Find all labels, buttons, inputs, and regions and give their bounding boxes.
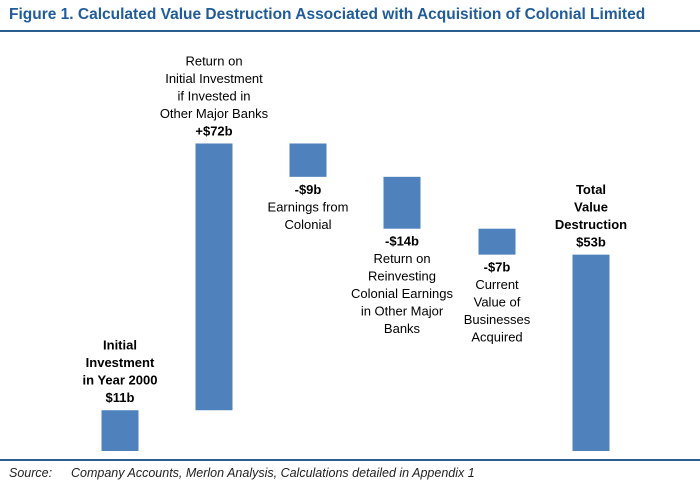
bar-1-value-label: $11b [106,390,135,405]
top-rule [0,30,700,32]
bar-5-label-line: Value of [474,295,521,310]
bar-6-value-label: $53b [576,235,606,250]
bottom-rule [0,459,700,461]
bar-3-label-line: Earnings from [268,199,349,214]
bar-5-label-line: Businesses [464,312,531,327]
source-text: Company Accounts, Merlon Analysis, Calcu… [71,466,475,480]
bar-1 [101,410,139,451]
bar-2-label-line: if Invested in [178,88,251,103]
bar-2-label-line: Initial Investment [165,71,263,86]
bar-6 [572,254,610,451]
source-note: Source: Company Accounts, Merlon Analysis… [9,466,475,480]
source-label: Source: [9,466,53,480]
bar-5-label-line: Current [475,277,519,292]
bar-2-value-label: +$72b [195,123,232,138]
bar-5-label-line: Acquired [471,330,522,345]
bar-4-label-line: Colonial Earnings [351,286,453,301]
bar-6-label-line: Destruction [555,217,627,232]
bar-4-label-line: Return on [373,251,430,266]
bar-5-value-label: -$7b [484,260,511,275]
bar-3-value-label: -$9b [295,182,322,197]
bar-3-label-line: Colonial [285,217,332,232]
bar-4-label-line: Reinvesting [368,269,436,284]
bar-2-label-line: Other Major Banks [160,106,269,121]
waterfall-chart: Initial Investment in Year 2000 $11b Return … [83,53,627,451]
bar-4 [383,176,421,229]
bar-4-label-line: Banks [384,321,421,336]
bar-1-label-line: in Year 2000 [83,373,158,388]
bar-2-label-line: Return on [185,53,242,68]
bar-1-label-line: Investment [86,355,155,370]
bar-6-label-line: Total [576,182,606,197]
bar-3 [289,143,327,177]
bar-6-label-line: Value [574,200,608,215]
bar-1-label-line: Initial [103,338,137,353]
bar-4-value-label: -$14b [385,234,419,249]
bar-5 [478,228,516,255]
chart-title: Figure 1. Calculated Value Destruction A… [9,6,646,23]
bar-4-label-line: in Other Major [361,304,444,319]
bar-2 [195,143,233,411]
